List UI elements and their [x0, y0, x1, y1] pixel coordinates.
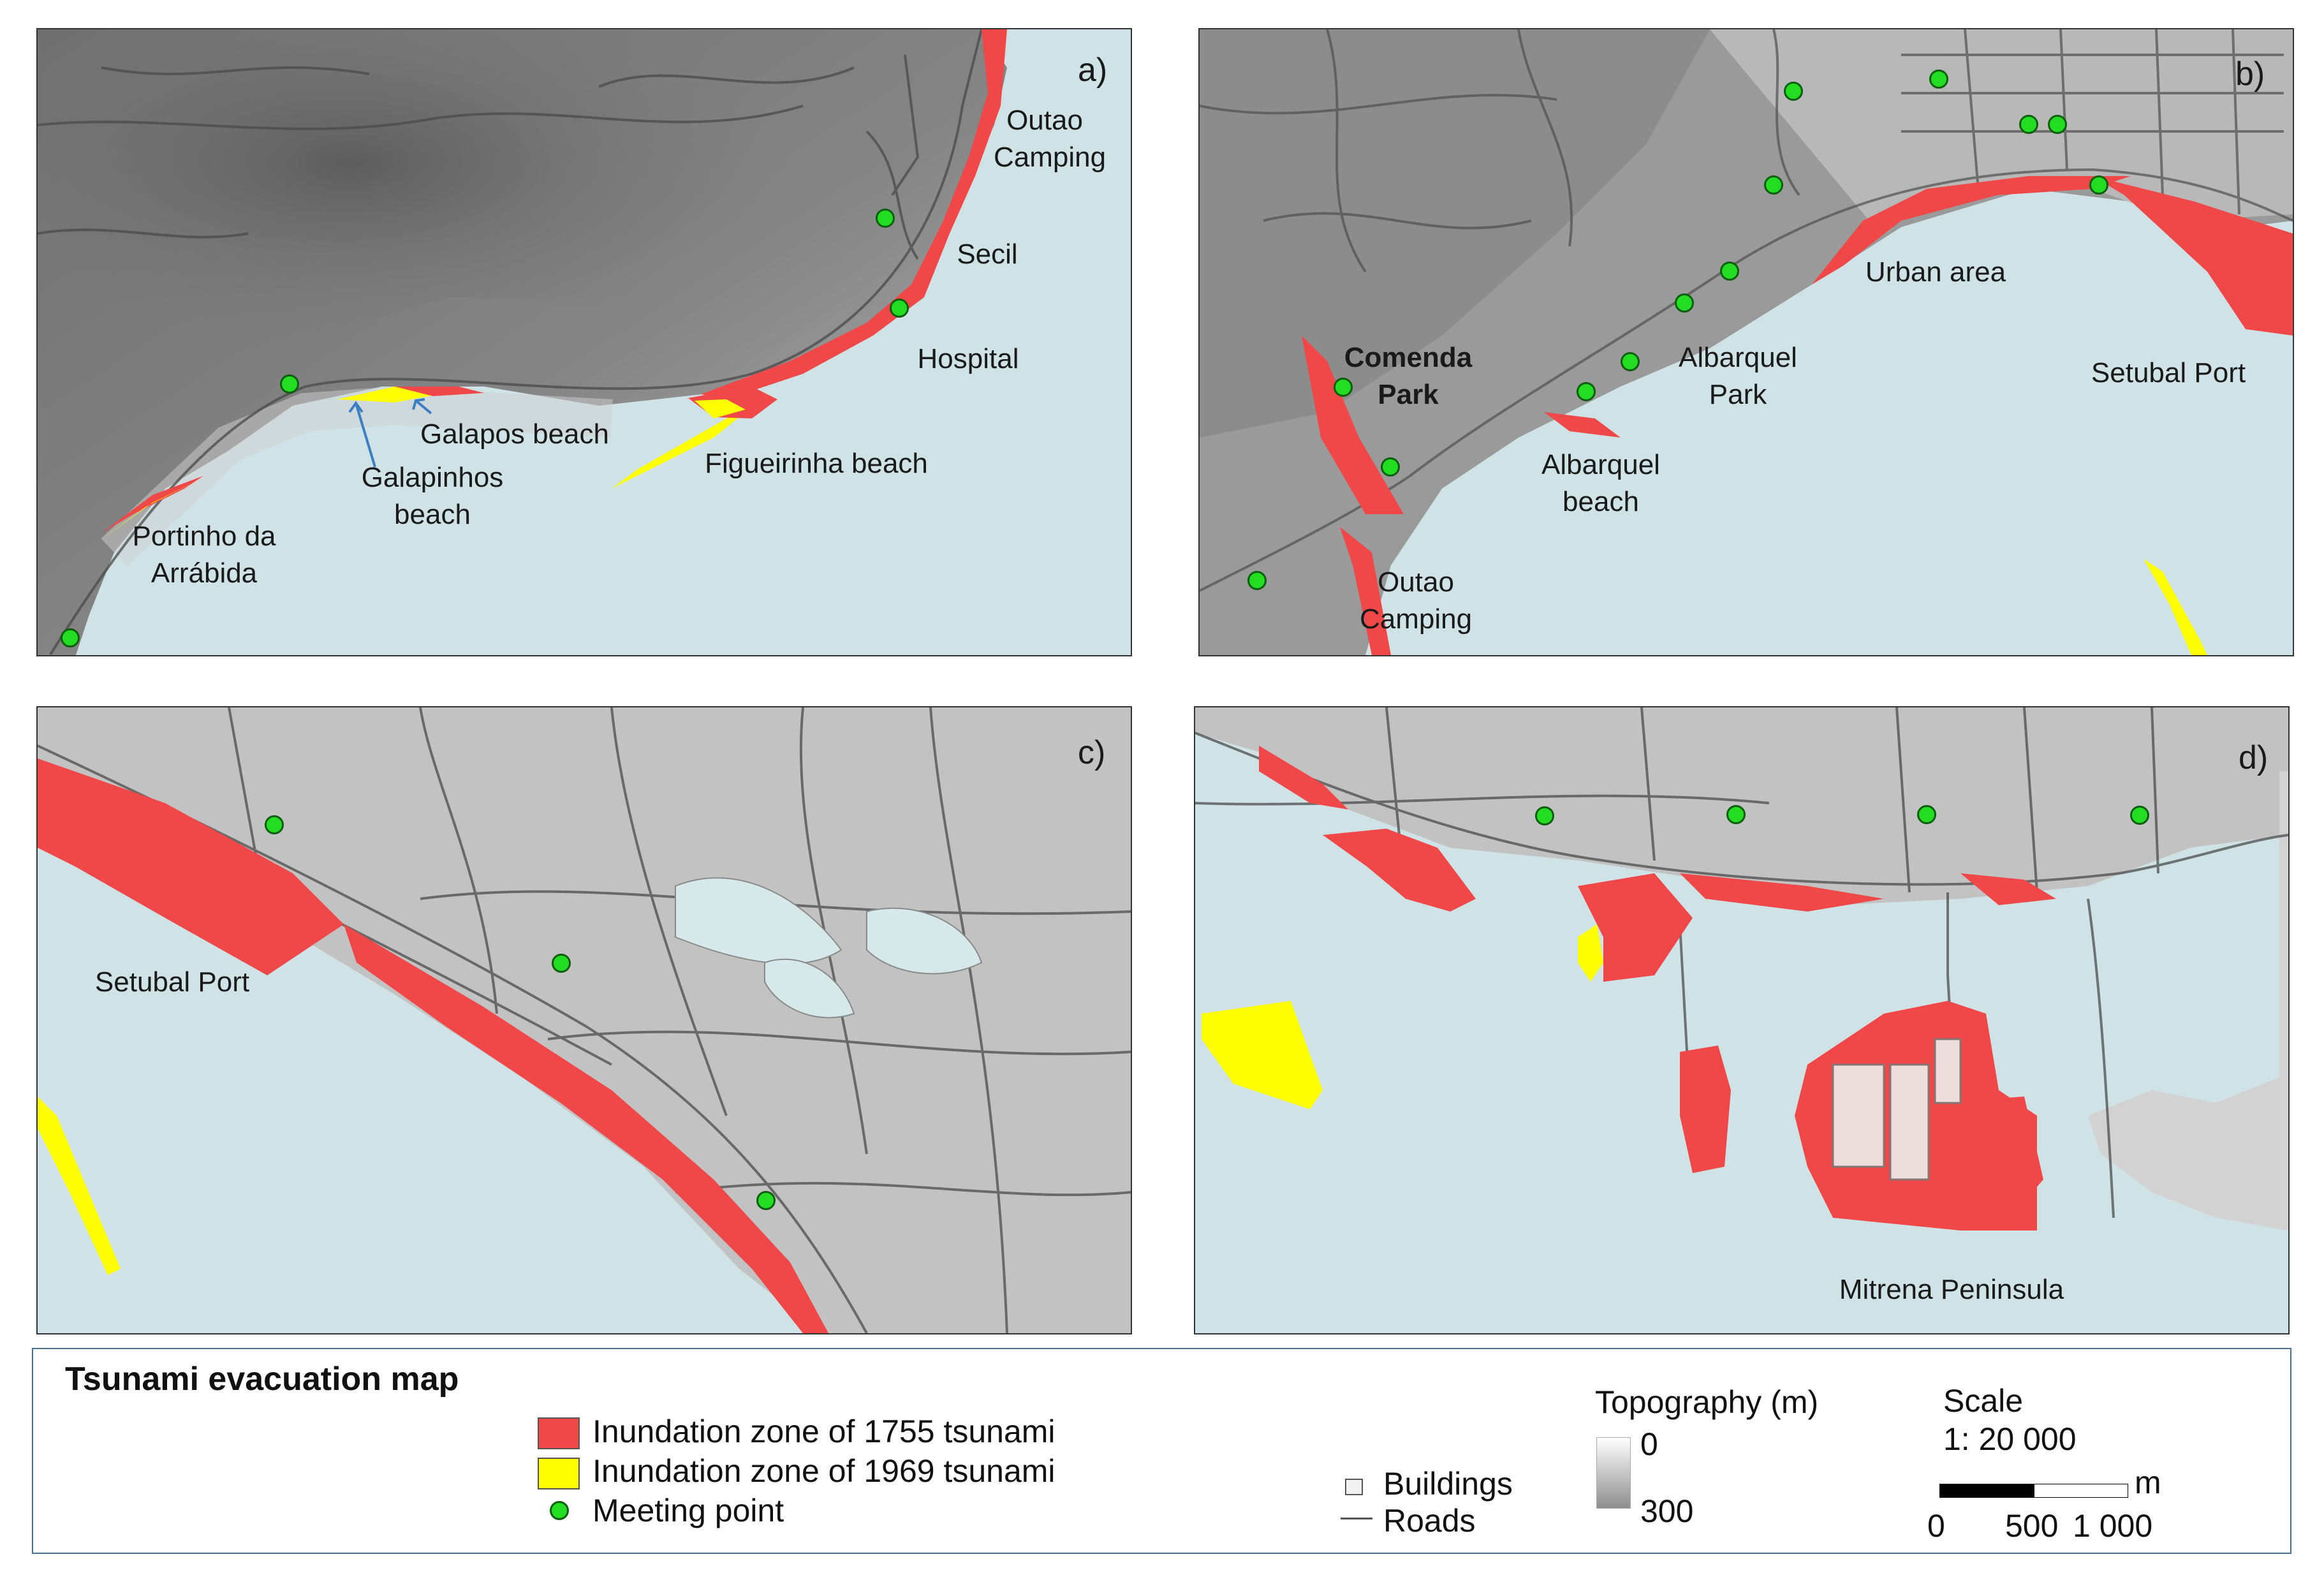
legend-road-icon — [1341, 1518, 1372, 1519]
meeting-point — [280, 374, 299, 394]
map-label-outao-camping: Outao Camping — [1359, 566, 1473, 635]
map-panel-c — [36, 706, 1132, 1334]
map-panel-d — [1194, 706, 2290, 1334]
inundation-1755-urban — [1812, 176, 2131, 285]
inundation-1969-offshore — [1202, 1001, 1323, 1109]
legend-swatch-1755 — [538, 1417, 580, 1449]
legend-meeting-point-icon — [550, 1501, 569, 1520]
meeting-point — [1917, 805, 1936, 824]
map-label-mitrena-peninsula: Mitrena Peninsula — [1839, 1274, 2064, 1305]
scale-bar-white — [2034, 1484, 2128, 1498]
scale-ratio: 1: 20 000 — [1943, 1421, 2077, 1457]
topography-title: Topography (m) — [1595, 1384, 1819, 1420]
meeting-point — [1381, 457, 1400, 477]
map-label-figueirinha-beach: Figueirinha beach — [705, 448, 928, 479]
meeting-point — [1675, 293, 1694, 313]
inundation-1755-port — [2092, 176, 2293, 336]
meeting-point — [1784, 82, 1803, 101]
inundation-1755-pier — [1680, 1046, 1731, 1173]
map-label-secil: Secil — [957, 239, 1018, 270]
meeting-point — [890, 299, 909, 318]
meeting-point — [61, 628, 80, 647]
legend-title: Tsunami evacuation map — [65, 1361, 459, 1398]
meeting-point — [1334, 378, 1353, 397]
meeting-point — [1247, 571, 1267, 590]
inundation-1969-offshore — [2144, 559, 2207, 655]
map-label-comenda-park: Comenda Park — [1344, 342, 1473, 410]
legend-item-meeting-point: Meeting point — [592, 1493, 784, 1528]
legend: Tsunami evacuation map Inundation zone o… — [32, 1348, 2291, 1554]
meeting-point — [1535, 806, 1554, 825]
scale-tick-1000: 1 000 — [2073, 1508, 2153, 1544]
meeting-point — [2048, 115, 2067, 134]
meeting-point — [1621, 352, 1640, 371]
panel-letter: a) — [1078, 52, 1108, 89]
legend-swatch-1969 — [538, 1458, 580, 1489]
meeting-point — [1764, 175, 1783, 195]
inundation-1969-offshore — [38, 1097, 121, 1275]
meeting-point — [2019, 115, 2038, 134]
topography-gradient — [1596, 1437, 1631, 1509]
map-label-galapos-beach: Galapos beach — [420, 418, 609, 450]
map-label-setubal-port: Setubal Port — [2091, 357, 2246, 388]
scale-tick-500: 500 — [2005, 1508, 2059, 1544]
inundation-1755-setubal-port — [38, 758, 344, 975]
meeting-point — [876, 209, 895, 228]
map-label-outao-camping: Outao Camping — [994, 105, 1107, 173]
meeting-point — [552, 954, 571, 973]
map-label-setubal-port: Setubal Port — [94, 966, 250, 998]
map-panel-b — [1198, 28, 2294, 656]
map-label-albarquel-park: Albarquel Park — [1679, 342, 1797, 410]
map-label-hospital: Hospital — [917, 343, 1019, 374]
panel-letter: d) — [2239, 739, 2269, 776]
map-label-portinho-da-arrabida: Portinho da Arrábida — [132, 521, 276, 589]
legend-item-roads: Roads — [1383, 1503, 1476, 1539]
inundation-1755-north — [1323, 829, 1476, 912]
inundation-1969-figueirinha — [612, 406, 752, 489]
meeting-point — [756, 1191, 776, 1210]
meeting-point — [1577, 382, 1596, 401]
meeting-point — [1720, 262, 1739, 281]
map-panel-a — [36, 28, 1132, 656]
meeting-point — [2130, 806, 2149, 825]
scale-unit: m — [2135, 1465, 2161, 1500]
arrow-icon — [348, 398, 432, 468]
panel-letter: b) — [2235, 55, 2265, 92]
meeting-point — [2089, 175, 2108, 195]
inundation-1755-comenda — [1302, 336, 1404, 514]
legend-building-icon — [1345, 1479, 1363, 1495]
scale-title: Scale — [1943, 1383, 2024, 1419]
scale-bar-black — [1939, 1484, 2034, 1498]
inundation-1755-coast — [701, 29, 1007, 399]
legend-item-buildings: Buildings — [1383, 1466, 1513, 1502]
meeting-point — [1726, 805, 1746, 824]
topography-min: 0 — [1640, 1426, 1658, 1462]
map-label-galapinhos-beach: Galapinhos beach — [361, 462, 504, 530]
inundation-1755-coast — [344, 924, 828, 1333]
map-label-albarquel-beach: Albarquel beach — [1541, 449, 1660, 517]
panel-letter: c) — [1078, 734, 1106, 771]
scale-tick-0: 0 — [1927, 1508, 1945, 1544]
meeting-point — [265, 815, 284, 834]
legend-item-1969: Inundation zone of 1969 tsunami — [592, 1453, 1055, 1489]
map-label-urban-area: Urban area — [1865, 256, 2006, 288]
legend-item-1755: Inundation zone of 1755 tsunami — [592, 1414, 1055, 1449]
topography-max: 300 — [1640, 1493, 1694, 1529]
meeting-point — [1929, 70, 1948, 89]
